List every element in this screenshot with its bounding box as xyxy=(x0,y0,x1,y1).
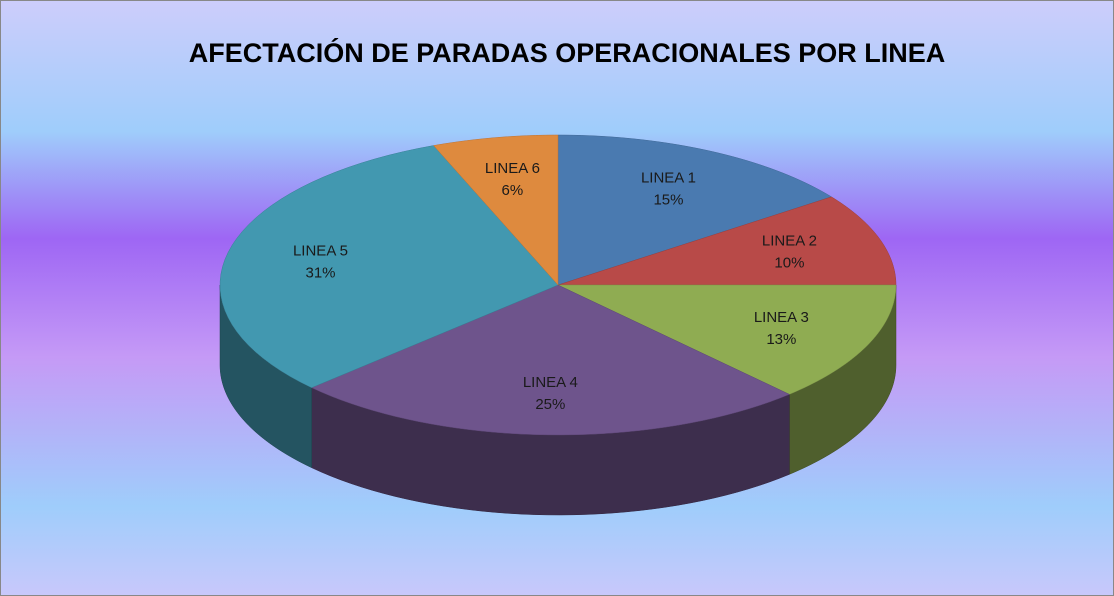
slice xyxy=(219,145,559,388)
slice-category-label: LINEA 3 xyxy=(754,309,809,326)
slice-category-label: LINEA 6 xyxy=(485,160,540,177)
slice-value-label: 10% xyxy=(774,255,804,272)
slice xyxy=(557,134,833,286)
slice-value-label: 31% xyxy=(305,264,335,281)
slice xyxy=(310,284,791,436)
slice-value-label: 6% xyxy=(502,182,524,199)
slice-value-label: 15% xyxy=(653,192,683,209)
slice-value-label: 13% xyxy=(766,331,796,348)
slice-category-label: LINEA 4 xyxy=(523,374,578,391)
slice xyxy=(557,196,897,286)
pie-labels: LINEA 1 15% LINEA 2 10% LINEA 3 13% LINEA 4 25%… xyxy=(293,160,817,413)
slice-value-label: 25% xyxy=(535,396,565,413)
pie-tops xyxy=(219,134,897,436)
slice xyxy=(433,134,559,286)
slice-category-label: LINEA 5 xyxy=(293,242,348,259)
slice xyxy=(557,284,897,395)
chart-title: AFECTACIÓN DE PARADAS OPERACIONALES POR … xyxy=(189,37,946,68)
slice-category-label: LINEA 2 xyxy=(762,233,817,250)
slice-category-label: LINEA 1 xyxy=(641,170,696,187)
